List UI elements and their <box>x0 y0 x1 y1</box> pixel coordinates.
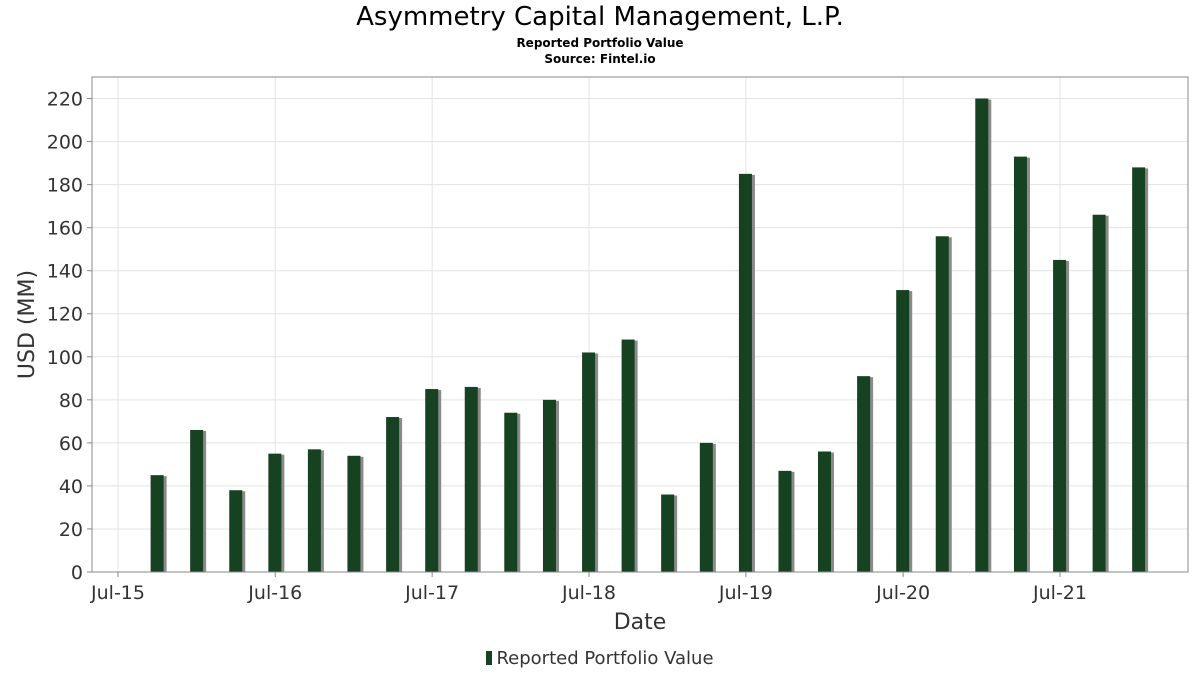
bar <box>778 470 792 572</box>
bar <box>347 455 361 572</box>
bar <box>504 412 518 572</box>
y-tick-label: 60 <box>59 433 83 455</box>
chart-subtitle: Reported Portfolio Value <box>516 36 684 50</box>
x-axis-label: Date <box>614 610 667 635</box>
y-tick-label: 120 <box>47 304 83 326</box>
y-tick-label: 180 <box>47 175 83 197</box>
legend: Reported Portfolio Value <box>0 648 1200 669</box>
bar <box>896 290 910 572</box>
x-tick-label: Jul-21 <box>1032 582 1087 604</box>
bar <box>857 376 871 572</box>
bar <box>1013 156 1027 572</box>
bar <box>542 399 556 572</box>
legend-swatch <box>486 651 493 665</box>
bar <box>699 442 713 572</box>
bar <box>425 389 439 572</box>
y-tick-label: 0 <box>71 562 83 584</box>
chart-title: Asymmetry Capital Management, L.P. <box>356 2 844 32</box>
bar <box>661 494 675 572</box>
y-tick-label: 160 <box>47 218 83 240</box>
x-tick-label: Jul-19 <box>718 582 773 604</box>
bar <box>738 173 752 572</box>
y-tick-label: 80 <box>59 390 83 412</box>
bar <box>1053 259 1067 572</box>
bars <box>150 98 1149 573</box>
bar <box>190 429 204 572</box>
bar <box>621 339 635 572</box>
y-tick-label: 100 <box>47 347 83 369</box>
bar <box>935 236 949 572</box>
bar <box>1092 214 1106 572</box>
y-tick-label: 20 <box>59 519 83 541</box>
plot-frame <box>91 76 1189 573</box>
y-tick-label: 40 <box>59 476 83 498</box>
bar <box>464 386 478 572</box>
bar <box>229 490 243 572</box>
legend-label: Reported Portfolio Value <box>496 648 714 669</box>
bar <box>1132 167 1146 573</box>
y-tick-label: 220 <box>47 89 83 111</box>
bar <box>150 475 164 572</box>
y-axis-label: USD (MM) <box>15 270 40 379</box>
y-tick-label: 200 <box>47 132 83 154</box>
bar <box>307 449 321 572</box>
x-axis-ticks: Jul-15 Jul-16 Jul-17 Jul-18 Jul-19 Jul-20 Jul-… <box>90 572 1087 604</box>
bar <box>268 453 282 572</box>
x-tick-label: Jul-17 <box>404 582 459 604</box>
x-tick-label: Jul-18 <box>561 582 616 604</box>
chart-source: Source: Fintel.io <box>544 52 656 66</box>
bar <box>975 98 989 573</box>
x-tick-label: Jul-20 <box>875 582 930 604</box>
bar <box>582 352 596 572</box>
bar <box>386 417 400 572</box>
y-axis-ticks: 0 20 40 60 80 100 120 140 160 180 200 220 <box>47 89 92 584</box>
y-tick-label: 140 <box>47 261 83 283</box>
bar <box>818 451 831 572</box>
x-tick-label: Jul-15 <box>90 582 145 604</box>
x-tick-label: Jul-16 <box>247 582 302 604</box>
